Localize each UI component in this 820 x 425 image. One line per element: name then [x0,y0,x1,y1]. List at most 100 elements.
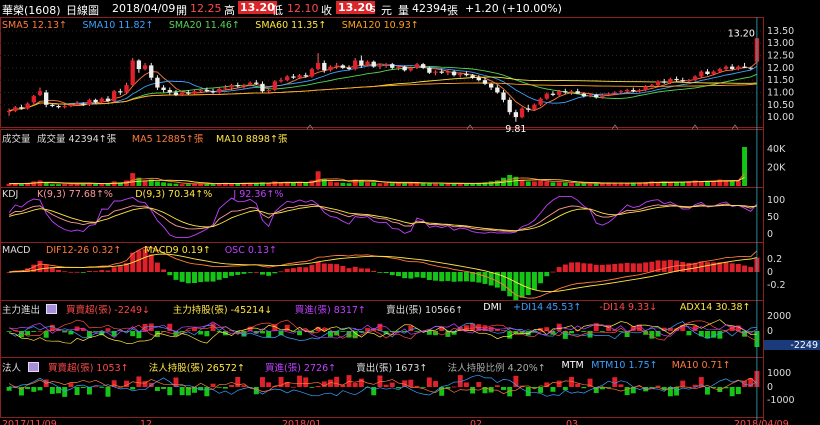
institutional-bar [117,386,123,388]
main-force-bar [179,331,185,333]
candle-body [513,112,519,118]
institutional-bar [637,386,642,388]
volume-legend-item: 成交量 42394↑張 [37,134,117,145]
candle-body [563,91,568,93]
volume-bar [470,183,476,186]
main-force-bar [637,324,642,331]
macd-osc-bar [717,262,723,272]
main_force-legend-item: 賣出(張) 10566↑ [386,305,464,316]
macd-legend-item: DIF12-26 0.32↑ [46,245,122,256]
volume-bar [414,182,420,186]
institutional-bar [266,382,272,387]
institutional-bar [321,381,327,387]
macd-osc-bar [56,269,62,272]
institutional-bar [86,387,92,395]
volume-bar [74,183,80,186]
institutional-legend-item: MTM10 1.75↑ [591,360,658,371]
institutional-bar [334,376,340,387]
volume-bar [216,183,222,186]
macd-osc-bar [216,272,222,280]
institutional-bar [569,376,574,387]
main-force-bar [315,326,321,331]
macd-osc-bar [525,272,531,296]
main-force-bar [667,327,673,331]
institutional-bar [222,387,228,389]
institutional-bar [426,377,432,387]
main-force-bar [358,331,364,333]
volume-bar [686,181,692,186]
volume-bar [229,183,235,186]
candle-body [247,82,253,86]
main-force-bar [426,331,432,335]
macd-osc-bar [327,263,333,272]
macd-osc-bar [569,262,574,272]
institutional-bar [358,378,364,387]
institutional-bar [581,387,587,389]
volume-bar [519,179,525,186]
candle-body [600,94,605,98]
institutional-bar [327,379,333,387]
candle-body [266,90,271,92]
main-force-bar [550,331,556,335]
macd-osc-bar [253,271,259,273]
marker-triangle [691,124,699,130]
candle-body [334,65,339,67]
institutional-bar [124,380,129,387]
settings-list-icon[interactable] [46,304,57,314]
macd-osc-bar [544,272,550,277]
volume-bar [439,183,445,186]
institutional-bar [389,382,395,387]
candle-body [13,107,18,111]
volume-bar [260,182,265,186]
institutional-bar [402,380,408,387]
institutional-bar [352,382,358,387]
main-force-bar [686,331,692,336]
kdj-panel-frame [0,187,764,243]
institutional-bar [587,378,593,387]
main-force-bar [612,329,618,331]
volume-bar [395,183,401,186]
institutional-bar [698,377,704,387]
volume-bar [68,184,74,186]
macd-osc-bar [260,272,265,275]
institutional-bar [173,377,179,387]
macd-osc-bar [383,272,389,273]
candle-body [161,87,166,90]
institutional-bar [463,382,469,387]
macd-osc-bar [278,271,284,273]
macd-osc-bar [445,272,451,281]
macd-osc-bar [204,272,210,282]
main-force-bar [501,330,506,331]
settings-list-icon[interactable] [28,362,39,372]
candle-body [501,92,506,100]
macd-osc-bar [136,250,142,272]
candle-body [692,76,698,81]
macd-osc-bar [501,272,506,291]
main-force-bar [340,331,346,332]
main-force-bar [204,331,210,337]
volume-bar [482,182,488,186]
dmi-line [9,321,758,339]
macd-osc-bar [161,269,167,272]
candle-body [526,108,531,110]
main-force-bar [62,331,68,333]
volume-bar [49,184,55,186]
macd-osc-bar [742,265,748,272]
main-force-bar [309,331,315,333]
volume-bar [297,182,303,186]
institutional-legend-item: 法人持股(張) 26572↑ [148,363,245,374]
candle-body [93,99,98,103]
candle-body [643,86,648,90]
candle-body [445,71,451,73]
institutional-bar [624,387,630,396]
price-axis-label: 12.00 [767,63,794,74]
institutional-bar [680,380,686,387]
macd-osc-bar [389,272,395,276]
volume-bar [247,182,253,186]
macd-osc-bar [630,263,636,272]
price-legend-item: SMA20 11.46↑ [168,20,240,31]
macd-osc-bar [6,272,12,273]
low-value: 12.10 [287,2,319,15]
macd-osc-bar [93,271,99,272]
